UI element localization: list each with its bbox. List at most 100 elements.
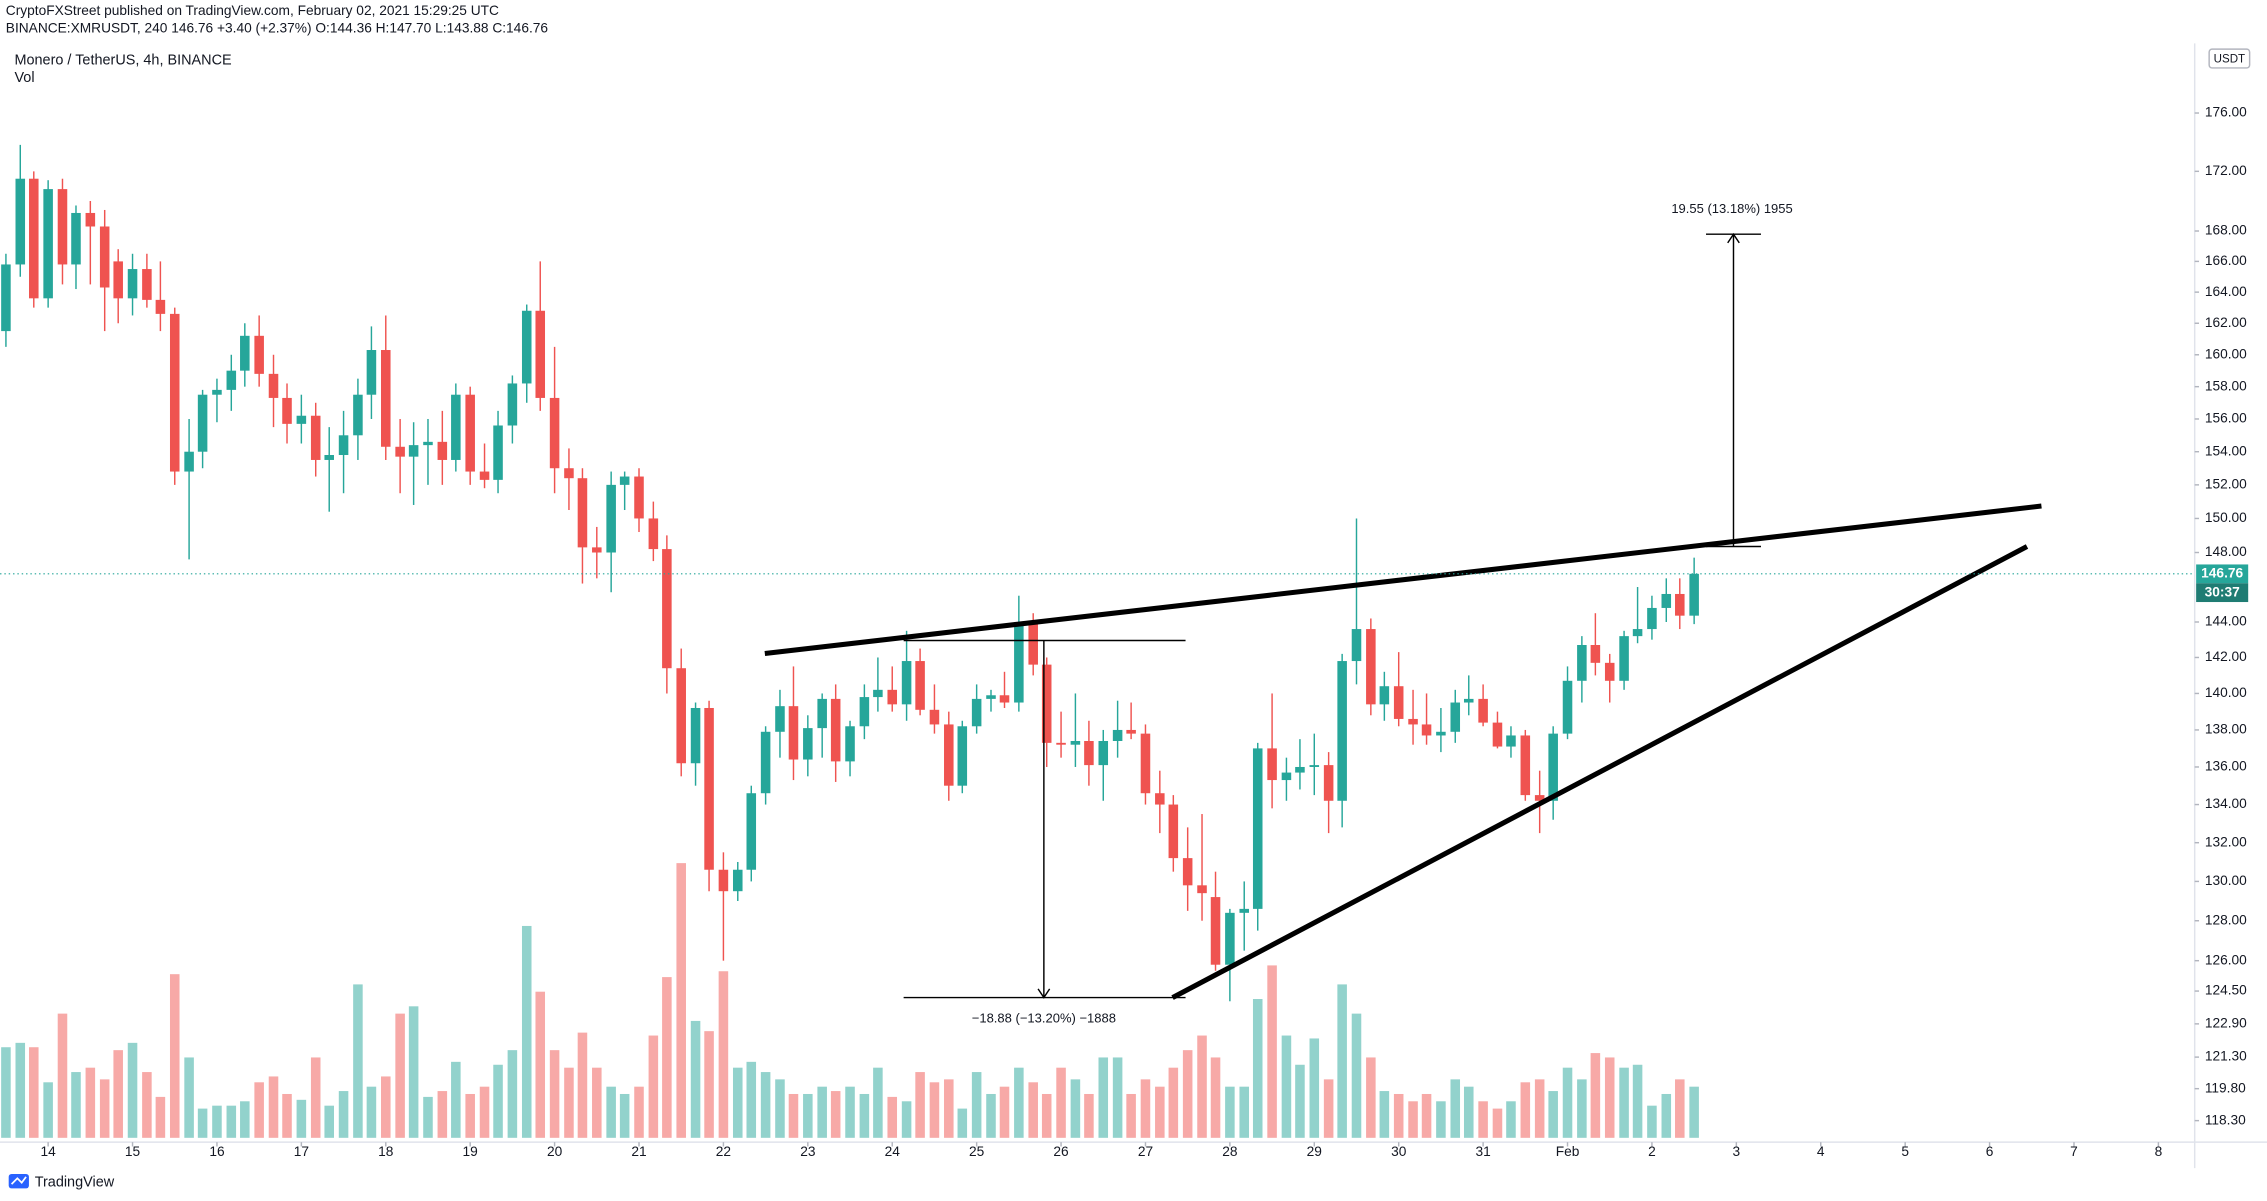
candle-body — [944, 724, 954, 786]
candle-body — [788, 706, 799, 760]
candle-body — [29, 178, 39, 299]
candle-body — [859, 697, 870, 727]
candle-body — [1366, 629, 1376, 705]
volume-bar — [690, 1020, 701, 1138]
candle-body — [15, 178, 26, 265]
volume-bar — [1323, 1079, 1334, 1138]
volume-bar — [859, 1093, 870, 1138]
y-tick-label: 136.00 — [2205, 759, 2247, 774]
candle-body — [1492, 722, 1503, 747]
candle-body — [1577, 645, 1587, 681]
volume-bar — [1267, 965, 1277, 1138]
candle-body — [240, 335, 250, 371]
drawings — [764, 232, 2042, 1000]
candle-body — [901, 661, 912, 705]
volume-bar — [1478, 1101, 1488, 1138]
candle-body — [197, 394, 208, 452]
candle-body — [1450, 702, 1461, 732]
y-tick-label: 128.00 — [2205, 912, 2247, 927]
volume-bar — [873, 1067, 883, 1138]
volume-bar — [1182, 1050, 1193, 1138]
candle-body — [507, 383, 518, 426]
volume-bar — [521, 925, 532, 1138]
candle-body — [535, 310, 546, 398]
candle-body — [1520, 735, 1531, 796]
volume-bar — [15, 1042, 26, 1138]
volume-bar — [408, 1006, 419, 1138]
candle-body — [296, 415, 307, 424]
candle-body — [1436, 731, 1446, 736]
volume-bar — [1098, 1057, 1109, 1138]
candle-body — [1112, 729, 1123, 741]
x-tick-label: 18 — [378, 1144, 394, 1159]
trendline-lower — [1171, 544, 2029, 1000]
y-tick-label: 158.00 — [2205, 378, 2247, 393]
volume-bar — [732, 1067, 743, 1138]
y-tick-label: 121.30 — [2205, 1049, 2247, 1064]
y-tick-label: 160.00 — [2205, 346, 2247, 361]
volume-bar — [648, 1035, 659, 1138]
candle-body — [1675, 593, 1685, 616]
volume-bar — [142, 1072, 152, 1138]
candle-body — [1478, 698, 1488, 723]
x-tick-label: Feb — [1556, 1144, 1580, 1159]
y-tick-label: 124.50 — [2205, 983, 2247, 998]
measure-label: 19.55 (13.18%) 1955 — [1671, 201, 1792, 216]
x-tick-label: 8 — [2155, 1144, 2163, 1159]
volume-bar — [1197, 1035, 1207, 1138]
volume-bar — [1520, 1082, 1531, 1138]
y-tick-label: 150.00 — [2205, 510, 2247, 525]
footer: TradingView — [35, 1174, 115, 1190]
candle-body — [1323, 765, 1334, 801]
volume-bar — [549, 1050, 560, 1138]
y-tick-label: 154.00 — [2205, 443, 2247, 458]
volume-bar — [493, 1064, 503, 1138]
candle-body — [746, 793, 757, 870]
volume-bar — [1393, 1093, 1404, 1138]
volume-bar — [1140, 1079, 1151, 1138]
y-tick-label: 119.80 — [2205, 1080, 2246, 1095]
y-tick-label: 164.00 — [2205, 284, 2247, 299]
currency: USDT — [2214, 53, 2245, 65]
candle-body — [1295, 766, 1305, 773]
y-tick-label: 156.00 — [2205, 411, 2247, 426]
candle-body — [71, 212, 81, 265]
volume-bar — [944, 1079, 954, 1138]
last-price-box — [2196, 564, 2249, 584]
volume-bar — [1632, 1064, 1643, 1138]
volume-bar — [887, 1096, 898, 1138]
candle-body — [268, 373, 279, 398]
candle-body — [957, 726, 968, 786]
candle-body — [1337, 661, 1347, 801]
volume-bar — [915, 1072, 925, 1138]
quote-line: BINANCE:XMRUSDT, 240 146.76 +3.40 (+2.37… — [6, 21, 549, 36]
volume-bar — [1590, 1053, 1601, 1138]
volume-bar — [1604, 1057, 1615, 1138]
candle-body — [1028, 622, 1038, 665]
volume-bar — [1168, 1067, 1179, 1138]
volume-bar — [1041, 1093, 1052, 1138]
volume-bar — [606, 1086, 616, 1138]
candle-body — [85, 212, 96, 227]
x-tick-label: 30 — [1391, 1144, 1407, 1159]
candle-body — [212, 389, 222, 395]
logo-line — [10, 1176, 27, 1185]
volume-bar — [1056, 1067, 1066, 1138]
candle-body — [986, 695, 996, 699]
candle-body — [1014, 622, 1024, 703]
x-tick-label: 21 — [631, 1144, 646, 1159]
volume-bar — [1647, 1105, 1657, 1138]
candle-body — [1604, 662, 1615, 681]
volume-bar — [395, 1013, 405, 1138]
candle-body — [1070, 740, 1081, 745]
candle-body — [577, 478, 588, 548]
y-tick-label: 168.00 — [2205, 223, 2247, 238]
volume-bar — [1155, 1086, 1165, 1138]
y-tick-label: 118.30 — [2205, 1112, 2246, 1127]
candle-body — [324, 455, 334, 460]
candle-body — [366, 350, 377, 395]
countdown-box — [2196, 583, 2249, 603]
candle-body — [760, 731, 771, 794]
candle-body — [662, 549, 672, 669]
